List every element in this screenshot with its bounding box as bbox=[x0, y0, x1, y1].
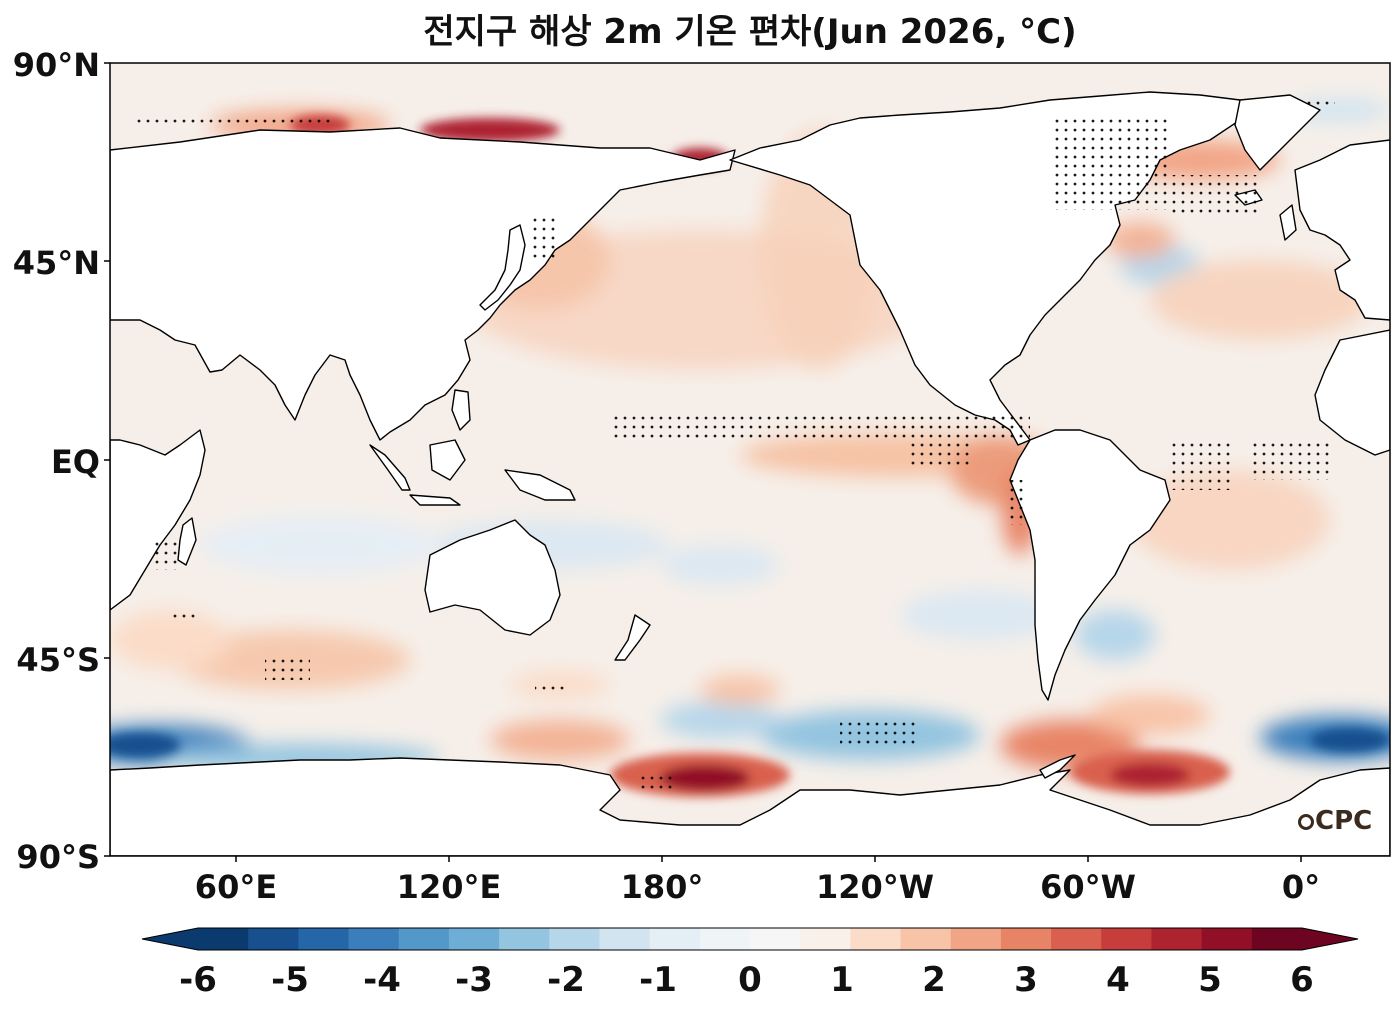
colorbar-segment bbox=[398, 928, 450, 950]
colorbar-segment bbox=[599, 928, 651, 950]
australia bbox=[424, 519, 561, 636]
colorbar-segment bbox=[900, 928, 952, 950]
axis-ticks bbox=[104, 62, 1302, 862]
eurasia-landmass bbox=[110, 127, 736, 441]
colorbar-extend-min bbox=[142, 928, 198, 950]
new-guinea bbox=[504, 469, 576, 501]
colorbar-tick-label: 3 bbox=[1014, 960, 1038, 1000]
colorbar-tick-label: -1 bbox=[639, 960, 677, 1000]
colorbar-segment bbox=[348, 928, 400, 950]
colorbar-outline bbox=[141, 927, 1359, 951]
japan bbox=[479, 224, 526, 311]
borneo bbox=[429, 439, 466, 481]
colorbar-tick-label: -6 bbox=[179, 960, 217, 1000]
logo-text: CPC bbox=[1315, 806, 1373, 836]
lon-label-60e: 60°E bbox=[194, 868, 278, 906]
lon-label-120e: 120°E bbox=[396, 868, 502, 906]
colorbar bbox=[141, 927, 1359, 951]
africa-landmass bbox=[110, 429, 206, 611]
antarctica bbox=[110, 757, 1390, 856]
colorbar-segment bbox=[298, 928, 350, 950]
colorbar-segment bbox=[800, 928, 851, 950]
map-title: 전지구 해상 2m 기온 편차(Jun 2026, °C) bbox=[423, 12, 1077, 52]
colorbar-segment bbox=[448, 928, 500, 950]
colorbar-tick-label: -4 bbox=[363, 960, 401, 1000]
colorbar-extend-max bbox=[1302, 928, 1358, 950]
cpc-logo: CPC bbox=[1298, 806, 1372, 836]
colorbar-segment bbox=[1151, 928, 1203, 950]
colorbar-tick-label: 5 bbox=[1198, 960, 1222, 1000]
colorbar-segment bbox=[1051, 928, 1102, 950]
west-africa bbox=[1314, 329, 1390, 456]
lat-label-45n: 45°N bbox=[12, 244, 100, 282]
british-isles bbox=[1279, 204, 1297, 241]
colorbar-tick-label: 0 bbox=[738, 960, 762, 1000]
colorbar-segment bbox=[750, 928, 801, 950]
colorbar-tick-label: -5 bbox=[271, 960, 309, 1000]
colorbar-tick-label: 6 bbox=[1290, 960, 1314, 1000]
lon-label-0: 0° bbox=[1281, 868, 1321, 906]
western-europe bbox=[1294, 139, 1390, 321]
colorbar-segment bbox=[499, 928, 550, 950]
colorbar-segment bbox=[1201, 928, 1253, 950]
colorbar-tick-label: 2 bbox=[922, 960, 946, 1000]
significance-stippling bbox=[135, 100, 1335, 790]
colorbar-segment bbox=[549, 928, 600, 950]
lat-label-eq: EQ bbox=[50, 443, 100, 481]
lat-label-90s: 90°S bbox=[16, 838, 100, 876]
colorbar-segment bbox=[1000, 928, 1052, 950]
colorbar-segment bbox=[649, 928, 701, 950]
colorbar-tick-label: 1 bbox=[830, 960, 854, 1000]
lat-label-45s: 45°S bbox=[16, 641, 100, 679]
lon-label-180: 180° bbox=[620, 868, 704, 906]
java bbox=[409, 494, 461, 506]
colorbar-tick-label: -2 bbox=[547, 960, 585, 1000]
colorbar-segment bbox=[248, 928, 299, 950]
antarctic-peninsula bbox=[1039, 754, 1076, 779]
lat-label-90n: 90°N bbox=[12, 46, 100, 84]
sumatra bbox=[369, 444, 411, 491]
logo-globe-icon bbox=[1298, 814, 1314, 830]
colorbar-segment bbox=[950, 928, 1002, 950]
colorbar-tick-label: 4 bbox=[1106, 960, 1130, 1000]
colorbar-segment bbox=[1251, 928, 1303, 950]
philippines bbox=[451, 389, 471, 431]
colorbar-segment bbox=[699, 928, 751, 950]
colorbar-segment bbox=[850, 928, 902, 950]
colorbar-segment bbox=[1101, 928, 1152, 950]
greenland bbox=[1234, 94, 1321, 171]
south-america bbox=[1009, 429, 1171, 701]
new-zealand bbox=[614, 614, 651, 661]
lon-label-120w: 120°W bbox=[815, 868, 935, 906]
colorbar-tick-label: -3 bbox=[455, 960, 493, 1000]
lon-label-60w: 60°W bbox=[1040, 868, 1136, 906]
colorbar-segment bbox=[198, 928, 249, 950]
